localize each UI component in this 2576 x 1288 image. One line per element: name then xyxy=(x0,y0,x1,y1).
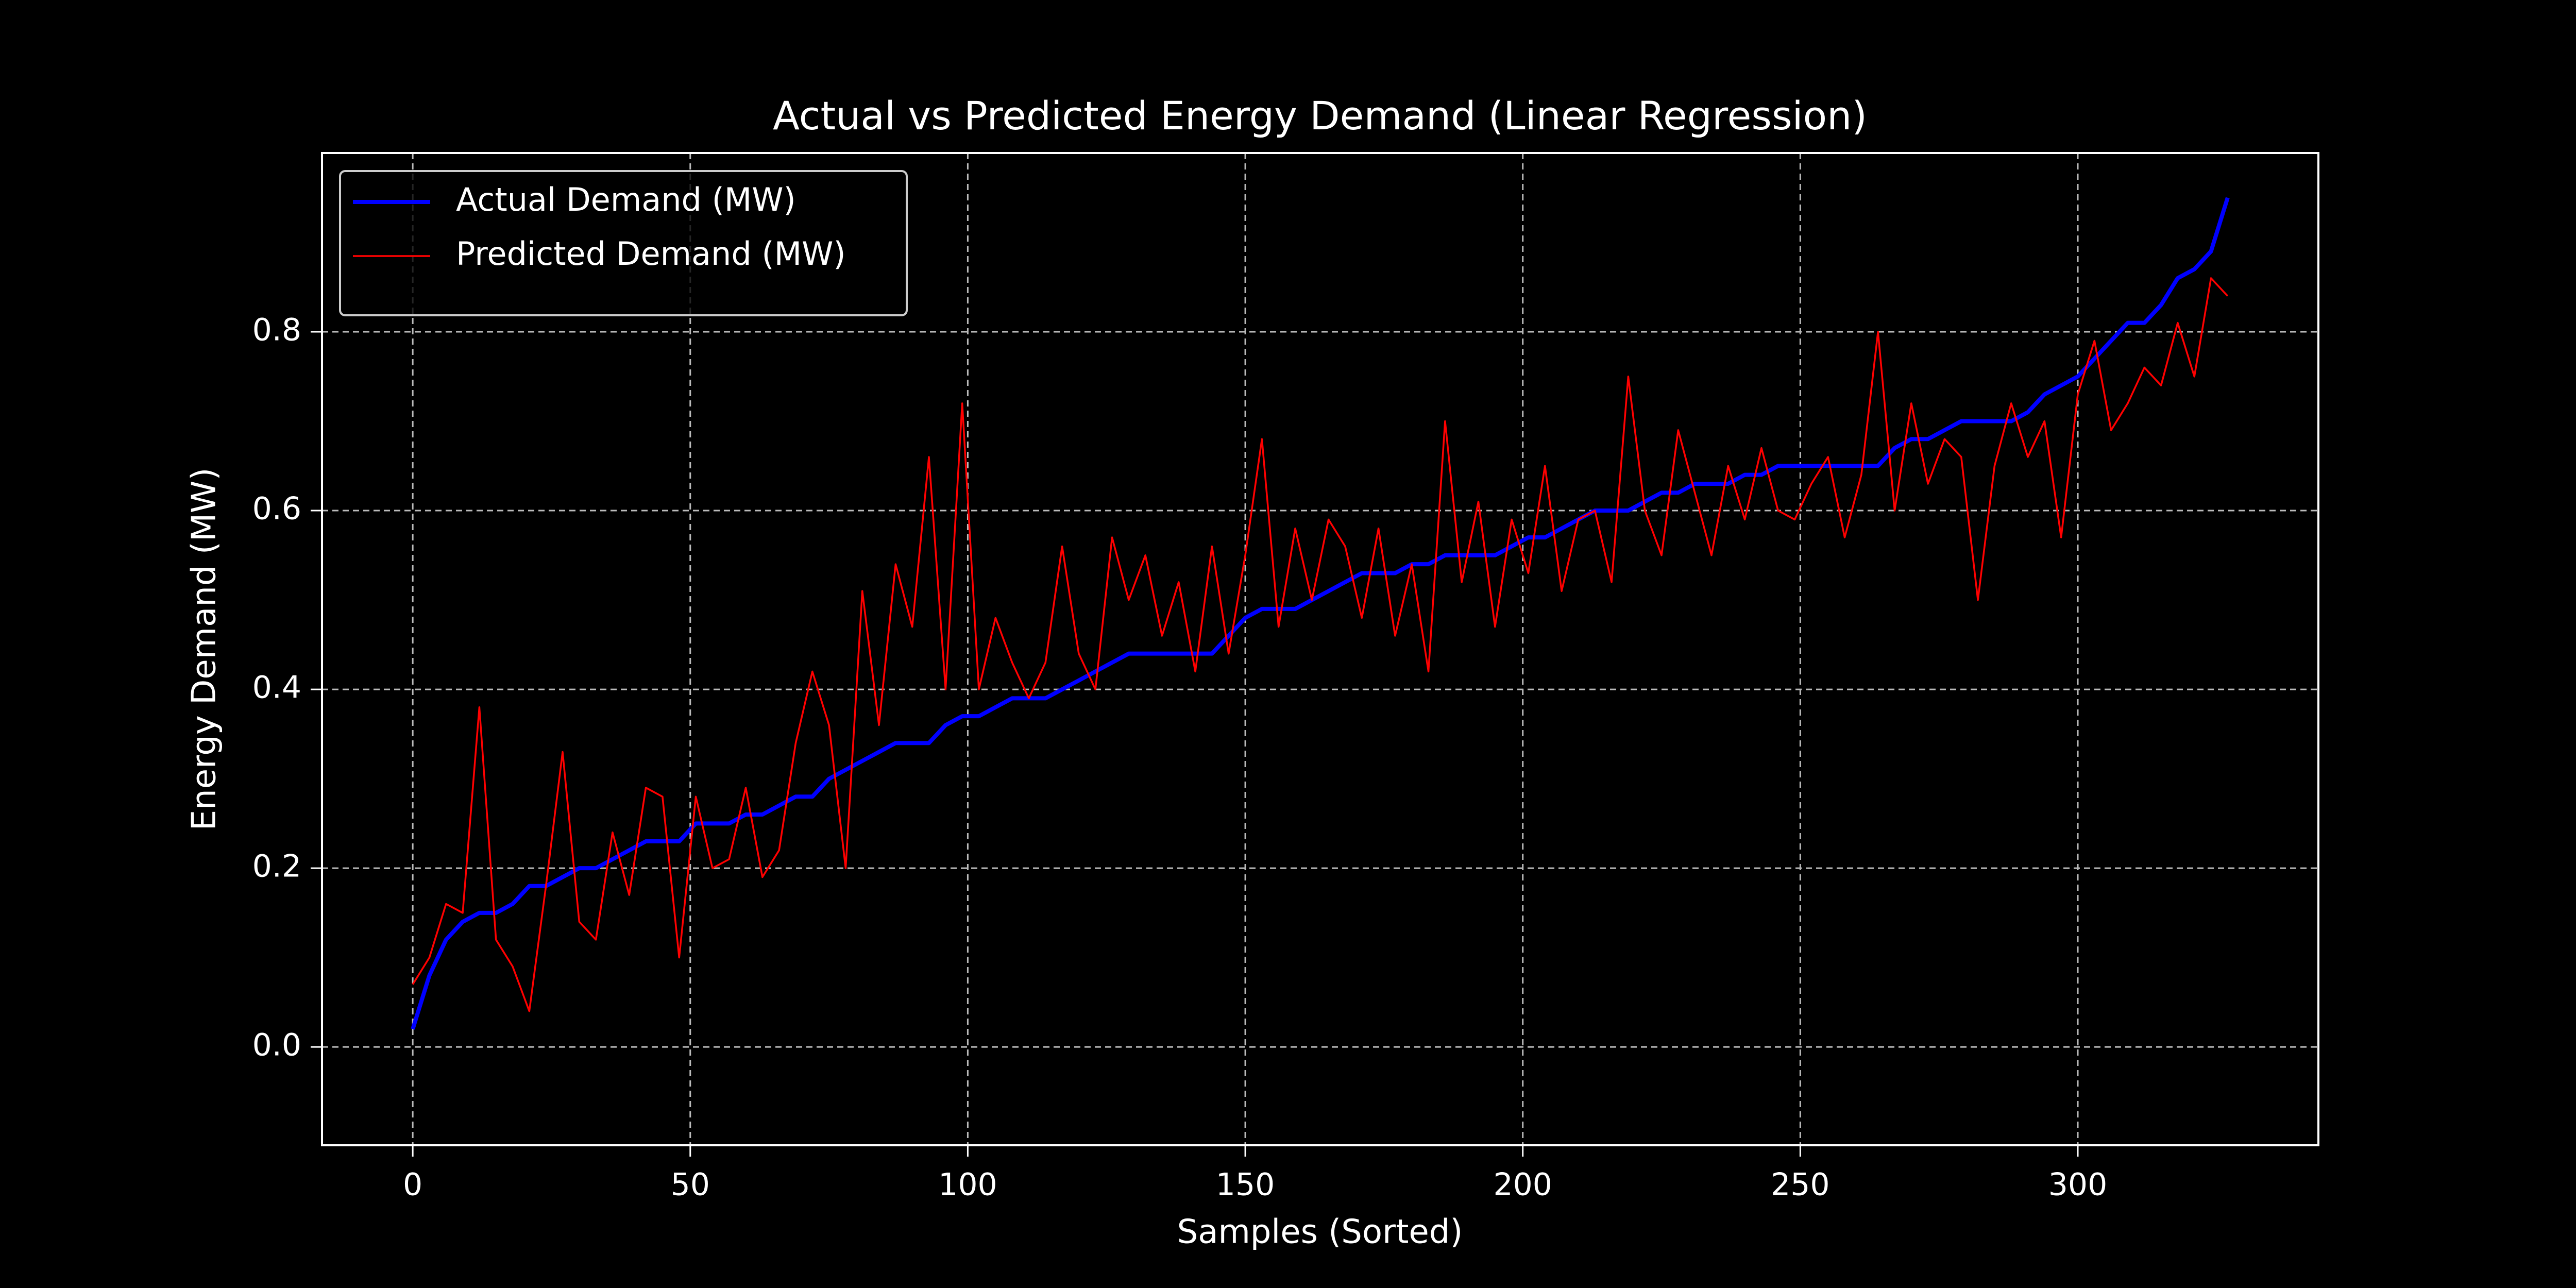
y-tick-label: 0.6 xyxy=(252,491,301,527)
y-tick-label: 0.4 xyxy=(252,670,301,706)
x-tick-label: 250 xyxy=(1771,1167,1830,1203)
x-tick-label: 300 xyxy=(2048,1167,2108,1203)
x-axis-label: Samples (Sorted) xyxy=(1177,1213,1463,1251)
y-tick-label: 0.8 xyxy=(252,312,301,348)
x-tick-label: 150 xyxy=(1216,1167,1275,1203)
x-tick-label: 50 xyxy=(671,1167,710,1203)
legend-box xyxy=(339,170,908,316)
legend-label: Predicted Demand (MW) xyxy=(456,235,846,273)
chart-title: Actual vs Predicted Energy Demand (Linea… xyxy=(773,93,1867,139)
y-tick-label: 0.2 xyxy=(252,849,301,885)
x-tick-label: 0 xyxy=(403,1167,422,1203)
x-tick-label: 200 xyxy=(1493,1167,1552,1203)
data-line xyxy=(412,277,2229,1012)
x-tick-label: 100 xyxy=(938,1167,997,1203)
y-axis-label: Energy Demand (MW) xyxy=(185,468,224,831)
legend-label: Actual Demand (MW) xyxy=(456,181,796,218)
plot-frame xyxy=(321,152,2319,1146)
legend: Actual Demand (MW) Predicted Demand (MW) xyxy=(339,170,908,316)
data-line xyxy=(411,197,2230,1030)
y-tick-label: 0.0 xyxy=(252,1027,301,1063)
